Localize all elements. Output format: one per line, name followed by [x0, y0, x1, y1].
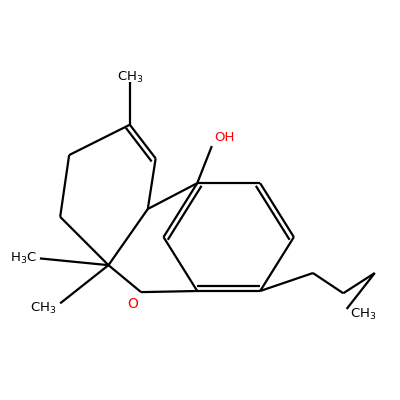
Text: H$_3$C: H$_3$C [10, 251, 36, 266]
Text: CH$_3$: CH$_3$ [116, 70, 143, 86]
Text: OH: OH [214, 131, 234, 144]
Text: O: O [127, 297, 138, 311]
Text: CH$_3$: CH$_3$ [350, 307, 376, 322]
Text: CH$_3$: CH$_3$ [30, 301, 57, 316]
